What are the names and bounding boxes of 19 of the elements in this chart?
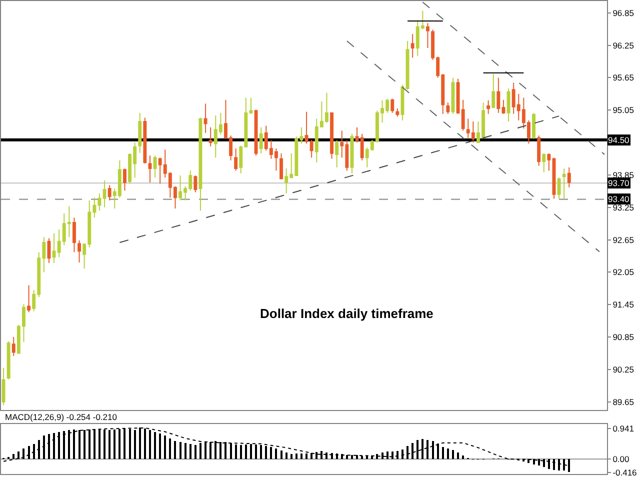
y-tick-label: 96.25 <box>612 40 634 50</box>
y-tick-label: 91.45 <box>612 300 634 310</box>
ref-line-label: 93.70 <box>608 178 630 188</box>
y-tick-label: -0.416 <box>612 468 638 478</box>
y-tick-label: 90.25 <box>612 364 634 374</box>
text: MACD(12,26,9) -0.254 -0.210 <box>5 412 118 422</box>
y-tick-label: 89.65 <box>612 396 634 407</box>
y-tick-label: 92.05 <box>612 267 634 278</box>
y-tick-label: 0.941 <box>612 423 634 434</box>
ref-line-label: 94.50 <box>608 135 630 145</box>
y-tick-label: 96.85 <box>612 8 634 18</box>
y-tick-label: 95.65 <box>612 72 634 83</box>
y-tick-label: 95.05 <box>612 105 634 116</box>
y-tick-label: 93.25 <box>612 202 634 212</box>
ref-line-label: 93.40 <box>608 194 630 204</box>
y-tick-label: 0.00 <box>612 454 630 464</box>
annotation: Dollar Index daily timeframe <box>260 306 434 321</box>
y-tick-label: 90.85 <box>612 332 634 342</box>
y-tick-label: 92.65 <box>612 234 634 245</box>
